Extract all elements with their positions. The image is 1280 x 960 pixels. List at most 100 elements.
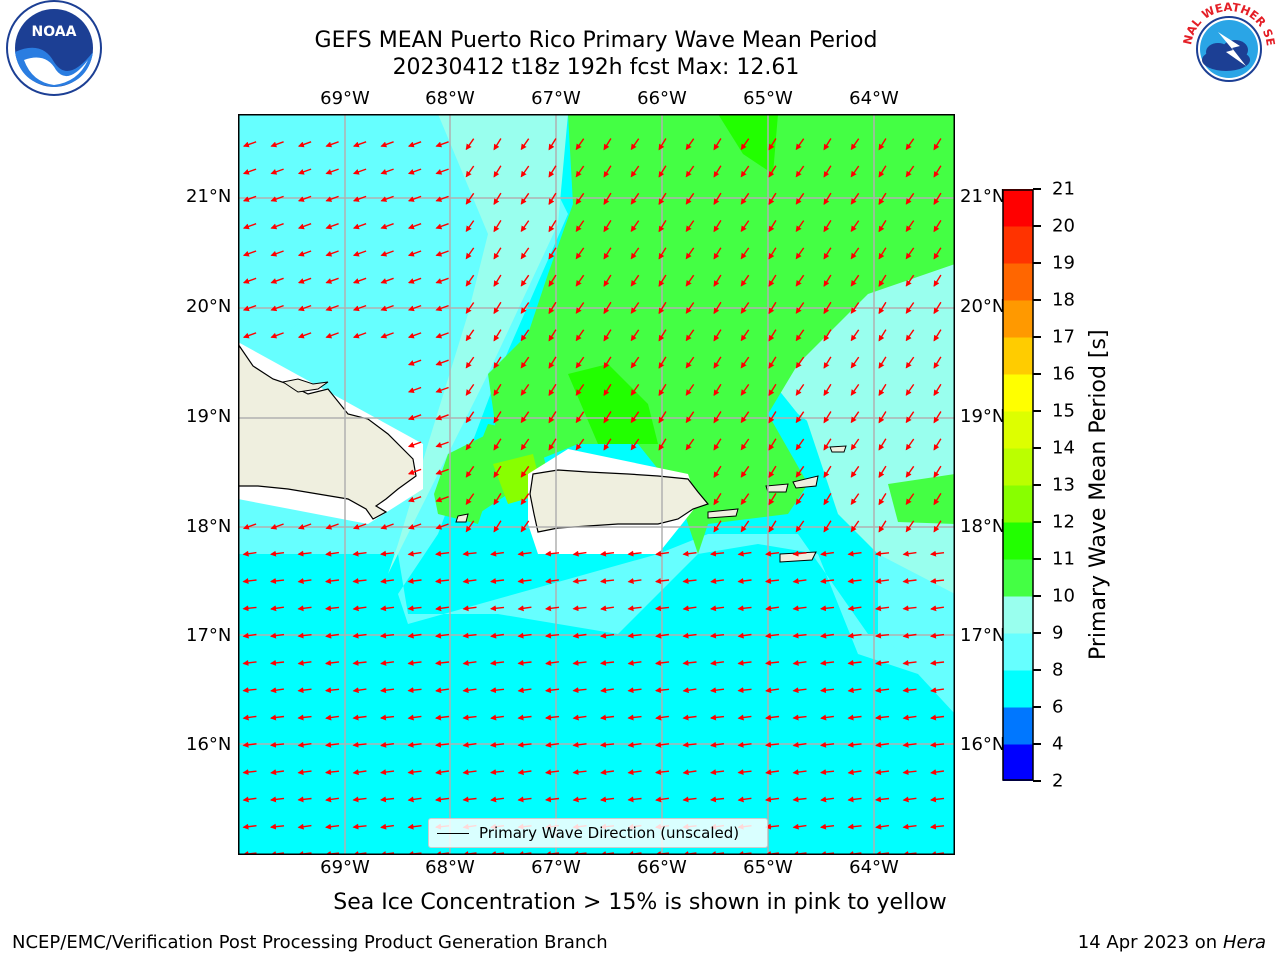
wave-arrow [435, 577, 450, 584]
wave-arrow [685, 247, 695, 260]
wave-arrow [435, 223, 449, 230]
wave-arrow [545, 769, 560, 776]
wave-arrow [380, 277, 394, 284]
wave-arrow [875, 659, 889, 666]
colorbar-segment [1003, 485, 1033, 523]
wave-arrow [933, 493, 942, 506]
virgin-islands-1 [765, 483, 789, 493]
wave-arrow [407, 578, 422, 584]
wave-arrow [847, 632, 862, 639]
lat-label-right-20n: 20°N [960, 296, 1006, 317]
wave-arrow [490, 578, 505, 584]
wave-arrow [902, 741, 917, 748]
lat-label-right-19n: 19°N [960, 406, 1006, 427]
wave-arrow [242, 168, 257, 175]
wave-arrow [713, 220, 722, 233]
wave-arrow [435, 550, 450, 557]
wave-arrow [792, 823, 807, 830]
wave-arrow [545, 687, 560, 694]
wave-arrow [878, 356, 887, 369]
wave-arrow [407, 277, 422, 284]
wave-arrow [710, 632, 725, 639]
colorbar-tick-label: 12 [1052, 511, 1075, 533]
wave-arrow [658, 356, 667, 369]
colorbar-segment [1003, 707, 1033, 745]
wave-arrow [792, 741, 807, 748]
footer-credit: NCEP/EMC/Verification Post Processing Pr… [12, 932, 608, 953]
wave-arrow [627, 578, 642, 584]
wave-arrow [435, 332, 449, 339]
wave-arrow [548, 220, 557, 233]
wave-arrow [795, 274, 805, 287]
wave-arrow [765, 741, 780, 748]
wave-arrow [682, 769, 697, 776]
wave-arrow [575, 138, 585, 151]
wave-arrow [682, 714, 697, 721]
legend-label: Primary Wave Direction (unscaled) [479, 824, 740, 842]
wave-arrow [407, 687, 422, 694]
wave-arrow [270, 523, 284, 530]
colorbar-segment [1003, 374, 1033, 412]
wave-arrow [493, 165, 502, 178]
wave-arrow [435, 168, 449, 175]
wave-arrow [242, 332, 257, 339]
wave-arrow [493, 520, 502, 533]
virgin-islands-2 [792, 475, 819, 489]
wave-arrow [847, 577, 862, 584]
wave-arrow [740, 493, 750, 506]
wave-arrow [493, 220, 502, 233]
wave-arrow [682, 632, 697, 639]
wave-arrow [710, 605, 725, 612]
wave-arrow [930, 741, 945, 748]
wave-arrow [685, 192, 695, 205]
wave-arrow [630, 138, 640, 151]
wave-arrow [270, 577, 285, 584]
colorbar-segment [1003, 337, 1033, 375]
wave-arrow [520, 165, 530, 178]
wave-arrow [740, 520, 750, 533]
wave-arrow [242, 195, 257, 202]
wave-arrow [490, 769, 505, 776]
wave-arrow [847, 687, 862, 694]
wave-arrow [905, 383, 915, 396]
wave-arrow [710, 550, 725, 557]
wave-arrow [548, 383, 557, 397]
wave-arrow [685, 274, 695, 287]
wave-arrow [325, 741, 340, 748]
colorbar-tick-label: 20 [1052, 215, 1075, 237]
wave-arrow [297, 659, 312, 666]
wave-arrow [710, 796, 725, 803]
wave-arrow [658, 438, 667, 451]
wave-arrow [242, 769, 257, 776]
wave-arrow [820, 550, 834, 557]
wave-arrow [465, 274, 475, 287]
wave-arrow [933, 165, 942, 178]
wave-arrow [380, 769, 395, 776]
wave-arrow [297, 823, 312, 830]
wave-arrow [242, 141, 257, 148]
wave-arrow [407, 632, 422, 639]
wave-arrow [765, 632, 780, 639]
wave-arrow [682, 687, 697, 694]
wave-arrow [380, 632, 395, 639]
wave-arrow [933, 220, 942, 233]
colorbar-tick-mark [1033, 225, 1041, 227]
colorbar-tick-label: 18 [1052, 289, 1075, 311]
wave-arrow [737, 687, 752, 694]
wave-arrow [545, 632, 560, 639]
wave-arrow [850, 493, 860, 506]
wave-arrow [627, 659, 642, 666]
wave-arrow [740, 220, 750, 233]
wave-arrow [242, 605, 257, 612]
colorbar-tick-mark [1033, 632, 1041, 634]
wave-arrow [823, 138, 832, 151]
wave-arrow [713, 465, 722, 478]
wave-arrow [380, 687, 395, 694]
wave-arrow [407, 250, 422, 257]
wave-arrow [655, 796, 669, 803]
wave-arrow [878, 138, 887, 151]
vieques-island [707, 508, 739, 519]
wave-arrow [630, 329, 640, 342]
wave-arrow [685, 438, 695, 451]
legend-line-swatch [437, 832, 469, 834]
